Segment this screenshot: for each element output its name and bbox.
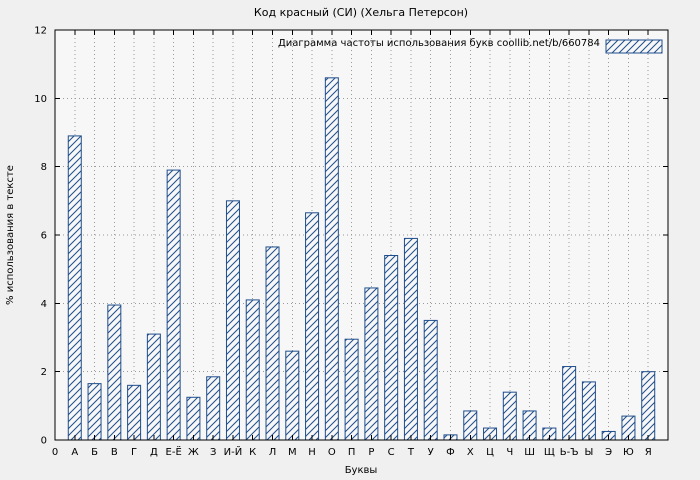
x-tick-label: Л [269, 447, 277, 458]
x-origin-label: 0 [52, 447, 58, 458]
bar-З [206, 376, 221, 441]
bar-Е-Ё [166, 169, 181, 441]
bar-П [344, 338, 359, 441]
x-tick-label: О [328, 447, 336, 458]
bar-М [285, 350, 300, 441]
y-tick-label: 12 [34, 26, 47, 37]
grid-lines [55, 30, 668, 440]
bar-Д [146, 333, 161, 441]
bar-Ж [186, 396, 201, 441]
bar-Н [305, 212, 320, 441]
x-tick-label: Е-Ё [166, 445, 182, 458]
x-tick-label: А [71, 447, 78, 458]
x-tick-label: Я [645, 447, 652, 458]
x-tick-label: Ю [623, 447, 634, 458]
x-tick-label: Ф [446, 447, 455, 458]
bar-С [384, 255, 399, 441]
bar-Т [403, 237, 418, 441]
y-tick-label: 8 [41, 162, 47, 173]
x-tick-label: В [111, 447, 118, 458]
x-tick-label: З [210, 447, 216, 458]
x-tick-label: Д [150, 447, 158, 458]
x-tick-label: П [348, 447, 356, 458]
bar-И-Й [225, 200, 240, 441]
y-tick-label: 2 [41, 367, 47, 378]
x-tick-label: К [249, 447, 256, 458]
bar-К [245, 299, 260, 441]
x-tick-label: С [388, 447, 395, 458]
x-tick-label: Ь-Ъ [560, 447, 579, 458]
bar-А [67, 135, 82, 441]
bar-Р [364, 287, 379, 441]
x-tick-labels: 0 А Б В Г Д Е-Ё Ж З И-Й К Л М Н О П Р С Т У Ф Х Ц Ч Ш Щ Ь-Ъ Ы Э Ю Я [52, 445, 652, 458]
x-tick-label: Ы [584, 447, 593, 458]
x-tick-label: Ж [188, 447, 199, 458]
bar-Я [641, 371, 656, 441]
bar-Г [127, 384, 142, 441]
y-tick-labels: 0 2 4 6 8 10 12 [34, 26, 47, 447]
legend-label: Диаграмма частоты использования букв coo… [278, 38, 600, 49]
y-tick-label: 0 [41, 436, 47, 447]
x-tick-label: У [428, 447, 434, 458]
x-tick-label: Ц [486, 447, 494, 458]
x-tick-label: Э [605, 447, 612, 458]
bar-Ь-Ъ [562, 366, 577, 441]
x-tick-label: Ч [506, 447, 513, 458]
bar-О [324, 77, 339, 441]
x-tick-label: Т [407, 447, 415, 458]
legend-sample-swatch [605, 39, 663, 54]
y-tick-label: 10 [34, 94, 47, 105]
bar-Ч [502, 391, 517, 441]
chart-title: Код красный (СИ) (Хельга Петерсон) [254, 6, 468, 19]
axis-ticks [55, 29, 668, 441]
x-tick-label: Б [91, 447, 98, 458]
x-tick-label: Р [368, 447, 374, 458]
x-tick-label: Н [308, 447, 316, 458]
bar-У [423, 319, 438, 441]
bars-group [67, 77, 656, 441]
y-tick-label: 6 [41, 231, 47, 242]
x-tick-label: Щ [544, 447, 555, 458]
x-tick-label: Х [467, 447, 474, 458]
x-tick-label: И-Й [224, 445, 243, 458]
y-tick-label: 4 [41, 299, 47, 310]
x-tick-label: Ш [524, 447, 535, 458]
bar-Ы [581, 381, 596, 441]
bar-Б [87, 383, 102, 441]
y-axis-label: % использования в тексте [5, 165, 16, 305]
bar-В [107, 304, 122, 441]
x-tick-label: М [288, 447, 297, 458]
x-axis-label: Буквы [345, 465, 378, 476]
x-tick-label: Г [131, 447, 137, 458]
bar-Л [265, 246, 280, 441]
